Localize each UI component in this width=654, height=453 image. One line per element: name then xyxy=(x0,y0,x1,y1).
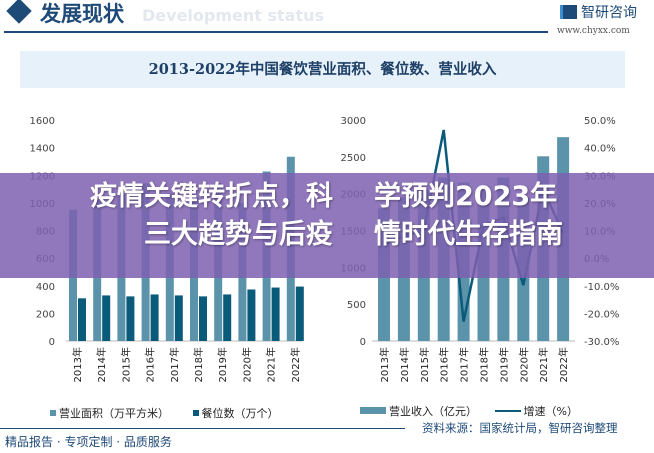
y-tick-label: 2500 xyxy=(341,153,366,164)
header-title: 发展现状 xyxy=(40,1,124,26)
footer-tagline: 精品报告 · 专项定制 · 品质服务 xyxy=(5,435,172,449)
chart-title: 2013-2022年中国餐饮营业面积、餐位数、营业收入 xyxy=(20,51,625,88)
overlay-banner xyxy=(0,173,654,278)
y-tick-label: 1600 xyxy=(30,116,55,127)
y2-tick-label: -10.0% xyxy=(584,282,619,293)
legend-swatch-area xyxy=(50,410,56,416)
bar-seats xyxy=(78,298,86,341)
legend-swatch-revenue xyxy=(360,407,386,414)
legend-revenue: 营业收入（亿元） xyxy=(389,405,477,418)
bar-seats xyxy=(199,296,207,341)
y-tick-label: 0 xyxy=(360,337,366,348)
x-tick-label: 2016年 xyxy=(438,347,451,382)
site-url: www.chyxx.com xyxy=(557,26,630,36)
bar-seats xyxy=(174,295,183,341)
x-tick-label: 2013年 xyxy=(71,347,84,382)
source-note: 资料来源：国家统计局，智研咨询整理 xyxy=(422,421,618,435)
logo-icon xyxy=(560,5,577,19)
footer-divider xyxy=(0,428,405,429)
x-tick-label: 2017年 xyxy=(168,347,181,382)
header-divider xyxy=(4,31,548,33)
x-tick-label: 2014年 xyxy=(95,347,108,382)
legend-swatch-growth xyxy=(494,410,521,412)
x-tick-label: 2022年 xyxy=(289,347,302,382)
logo: 智研咨询 xyxy=(560,2,637,22)
x-tick-label: 2013年 xyxy=(378,347,391,382)
bar-seats xyxy=(150,294,159,341)
legend-right: 营业收入（亿元） 增速（%） xyxy=(360,403,578,419)
y2-tick-label: 50.0% xyxy=(584,116,616,127)
banner-line-2: 三大趋势与后疫 情时代生存指南 xyxy=(0,216,654,254)
x-tick-label: 2021年 xyxy=(537,347,550,382)
bar-seats xyxy=(247,289,256,341)
x-tick-label: 2018年 xyxy=(478,347,491,382)
bar-seats xyxy=(102,295,111,341)
y-tick-label: 400 xyxy=(36,282,55,293)
x-tick-label: 2019年 xyxy=(216,347,229,382)
bar-seats xyxy=(126,296,135,341)
x-tick-label: 2019年 xyxy=(497,347,510,382)
x-tick-label: 2014年 xyxy=(398,347,411,382)
bar-seats xyxy=(271,287,280,341)
y-tick-label: 1400 xyxy=(30,144,55,155)
x-tick-label: 2015年 xyxy=(119,347,132,382)
logo-text: 智研咨询 xyxy=(581,5,637,21)
y-tick-label: 3000 xyxy=(341,116,366,127)
bar-seats xyxy=(295,286,304,341)
legend-seats: 餐位数（万个） xyxy=(201,407,279,420)
x-tick-label: 2021年 xyxy=(265,347,278,382)
x-tick-label: 2022年 xyxy=(557,347,570,382)
x-tick-label: 2016年 xyxy=(144,347,157,382)
banner-line-part: 疫情关键转折点，科 xyxy=(90,181,333,212)
x-tick-label: 2020年 xyxy=(240,347,253,382)
x-tick-label: 2017年 xyxy=(458,347,471,382)
legend-area: 营业面积（万平方米） xyxy=(59,407,169,420)
legend-growth: 增速（%） xyxy=(523,405,578,418)
header-subtitle: Development status xyxy=(142,6,325,25)
banner-line-1: 疫情关键转折点，科 学预判2023年 xyxy=(0,178,654,216)
y-tick-label: 200 xyxy=(36,309,55,320)
banner-line-part: 三大趋势与后疫 xyxy=(144,219,333,250)
bar-seats xyxy=(223,294,232,341)
y-tick-label: 500 xyxy=(347,300,366,311)
legend-left: 营业面积（万平方米） 餐位数（万个） xyxy=(50,405,279,421)
y2-tick-label: -20.0% xyxy=(584,309,619,320)
x-tick-label: 2020年 xyxy=(517,347,530,382)
banner-line-part: 情时代生存指南 xyxy=(374,219,563,250)
y-tick-label: 0 xyxy=(49,337,55,348)
y2-tick-label: 40.0% xyxy=(584,144,616,155)
x-tick-label: 2015年 xyxy=(418,347,431,382)
x-tick-label: 2018年 xyxy=(192,347,205,382)
banner-line-part: 学预判2023年 xyxy=(374,181,558,212)
y2-tick-label: -30.0% xyxy=(584,337,619,348)
legend-swatch-seats xyxy=(192,410,199,416)
